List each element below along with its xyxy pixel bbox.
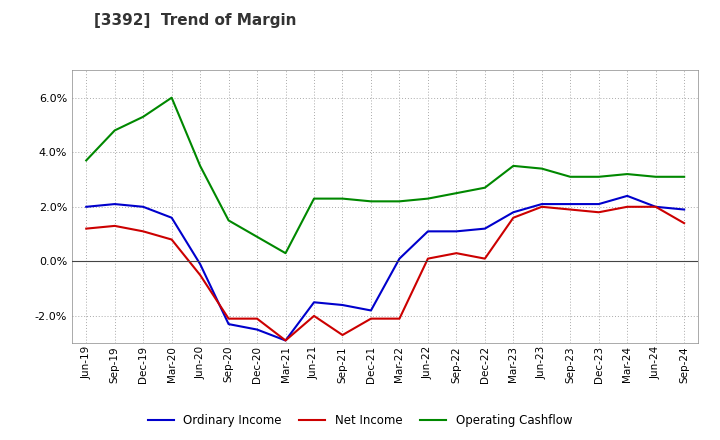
Net Income [225,316,233,321]
Operating Cashflow [509,163,518,169]
Ordinary Income [680,207,688,212]
Operating Cashflow [452,191,461,196]
Ordinary Income [282,338,290,343]
Operating Cashflow [310,196,318,201]
Net Income [110,223,119,228]
Ordinary Income [623,193,631,198]
Net Income [167,237,176,242]
Operating Cashflow [253,234,261,239]
Net Income [423,256,432,261]
Ordinary Income [110,202,119,207]
Ordinary Income [139,204,148,209]
Line: Ordinary Income: Ordinary Income [86,196,684,341]
Ordinary Income [366,308,375,313]
Net Income [623,204,631,209]
Operating Cashflow [82,158,91,163]
Operating Cashflow [680,174,688,180]
Ordinary Income [167,215,176,220]
Operating Cashflow [480,185,489,191]
Line: Operating Cashflow: Operating Cashflow [86,98,684,253]
Net Income [395,316,404,321]
Ordinary Income [196,261,204,267]
Net Income [566,207,575,212]
Net Income [680,220,688,226]
Operating Cashflow [652,174,660,180]
Legend: Ordinary Income, Net Income, Operating Cashflow: Ordinary Income, Net Income, Operating C… [145,412,575,430]
Ordinary Income [595,202,603,207]
Net Income [537,204,546,209]
Net Income [196,272,204,278]
Ordinary Income [225,322,233,327]
Ordinary Income [566,202,575,207]
Ordinary Income [338,302,347,308]
Net Income [139,229,148,234]
Net Income [595,209,603,215]
Ordinary Income [509,209,518,215]
Operating Cashflow [110,128,119,133]
Net Income [480,256,489,261]
Net Income [82,226,91,231]
Net Income [338,332,347,337]
Ordinary Income [452,229,461,234]
Ordinary Income [423,229,432,234]
Net Income [509,215,518,220]
Ordinary Income [310,300,318,305]
Operating Cashflow [395,199,404,204]
Operating Cashflow [196,163,204,169]
Operating Cashflow [566,174,575,180]
Operating Cashflow [282,250,290,256]
Operating Cashflow [139,114,148,119]
Net Income [253,316,261,321]
Operating Cashflow [366,199,375,204]
Operating Cashflow [595,174,603,180]
Text: [3392]  Trend of Margin: [3392] Trend of Margin [94,13,296,28]
Net Income [366,316,375,321]
Ordinary Income [480,226,489,231]
Net Income [310,313,318,319]
Net Income [452,250,461,256]
Net Income [282,338,290,343]
Ordinary Income [652,204,660,209]
Net Income [652,204,660,209]
Operating Cashflow [537,166,546,171]
Operating Cashflow [623,172,631,177]
Operating Cashflow [167,95,176,100]
Ordinary Income [82,204,91,209]
Operating Cashflow [225,218,233,223]
Ordinary Income [395,256,404,261]
Operating Cashflow [423,196,432,201]
Ordinary Income [537,202,546,207]
Line: Net Income: Net Income [86,207,684,341]
Operating Cashflow [338,196,347,201]
Ordinary Income [253,327,261,332]
